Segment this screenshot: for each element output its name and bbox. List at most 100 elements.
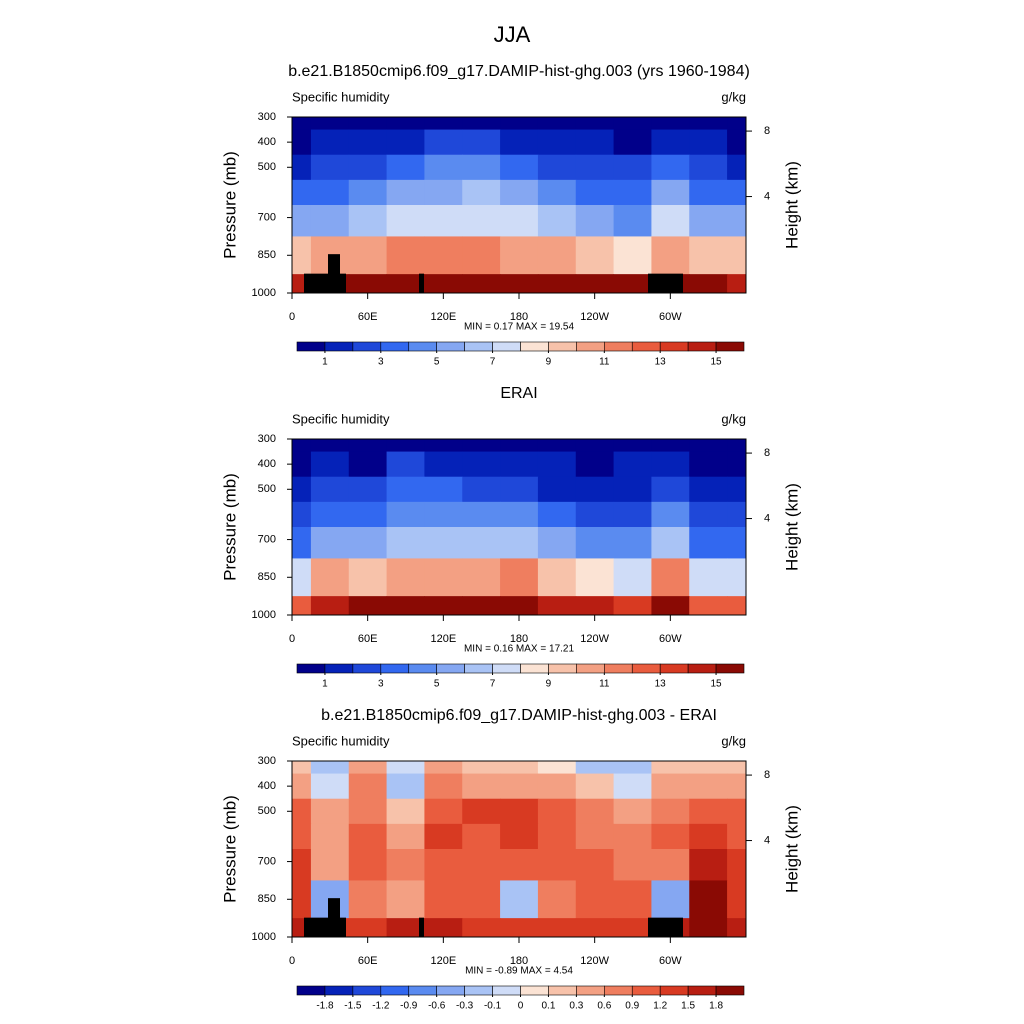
colorbar-box bbox=[659, 341, 689, 352]
field-cell bbox=[424, 773, 463, 800]
field-cell bbox=[292, 558, 312, 597]
field-cell bbox=[500, 179, 539, 206]
field-cell bbox=[348, 205, 388, 237]
field-cell bbox=[575, 880, 615, 919]
field-cell bbox=[613, 154, 652, 181]
y-tick-label: 850 bbox=[258, 893, 276, 905]
colorbar-box bbox=[687, 985, 717, 996]
colorbar-box bbox=[548, 985, 577, 996]
colorbar-box bbox=[520, 341, 549, 352]
field-cell bbox=[689, 596, 728, 615]
field-cell bbox=[689, 236, 728, 275]
field-cell bbox=[424, 823, 463, 850]
field-cell bbox=[613, 179, 652, 206]
field-cell bbox=[575, 596, 615, 615]
colorbar-box bbox=[715, 985, 745, 996]
colorbar-box bbox=[492, 341, 521, 352]
field-cell bbox=[292, 798, 312, 825]
field-cell bbox=[613, 527, 652, 559]
x-tick-label: 60W bbox=[659, 633, 682, 645]
x-tick-label: 120E bbox=[430, 311, 456, 323]
field-cell bbox=[310, 596, 350, 615]
chart-title: b.e21.B1850cmip6.f09_g17.DAMIP-hist-ghg.… bbox=[288, 63, 750, 80]
field-cell bbox=[462, 117, 501, 131]
field-cell bbox=[537, 823, 577, 850]
field-cell bbox=[500, 236, 539, 275]
colorbar-box bbox=[296, 985, 326, 996]
colorbar-label: 1.2 bbox=[653, 1001, 667, 1012]
x-tick-label: 60W bbox=[659, 955, 682, 967]
field-cell bbox=[500, 501, 539, 528]
field-cell bbox=[651, 880, 690, 919]
field-cell bbox=[537, 918, 577, 937]
plot-area: 300 400 500 700 850 1000 0 60E 120E 180 120W 60W 4 8 b… bbox=[220, 63, 801, 367]
field-cell bbox=[537, 476, 577, 503]
x-tick-label: 0 bbox=[289, 955, 295, 967]
x-tick-label: 0 bbox=[289, 311, 295, 323]
y2-tick-label: 4 bbox=[764, 190, 770, 202]
field-cell bbox=[424, 558, 463, 597]
field-cell bbox=[424, 918, 463, 937]
field-cell bbox=[537, 205, 577, 237]
colorbar-box bbox=[380, 663, 410, 674]
field-cell bbox=[689, 773, 728, 800]
topography bbox=[328, 254, 340, 293]
field-cell bbox=[462, 439, 501, 453]
colorbar-box bbox=[464, 663, 493, 674]
field-cell bbox=[613, 761, 652, 775]
field-cell bbox=[462, 501, 501, 528]
field-cell bbox=[500, 823, 539, 850]
colorbar-label: -1.5 bbox=[344, 1001, 362, 1012]
field-cell bbox=[462, 205, 501, 237]
field-cell bbox=[727, 798, 746, 825]
colorbar-label: 3 bbox=[378, 679, 384, 690]
field-cell bbox=[424, 179, 463, 206]
figure-title: JJA bbox=[494, 22, 531, 47]
field-cell bbox=[575, 274, 615, 293]
field bbox=[292, 439, 746, 615]
colorbar-box bbox=[548, 341, 577, 352]
colorbar-box bbox=[604, 341, 633, 352]
colorbar-box bbox=[659, 985, 689, 996]
y2-axis-title: Height (km) bbox=[782, 161, 801, 249]
colorbar-box bbox=[687, 341, 717, 352]
field-cell bbox=[310, 501, 350, 528]
plot-area: 300 400 500 700 850 1000 0 60E 120E 180 120W 60W 4 8 b… bbox=[220, 707, 801, 1011]
colorbar-box bbox=[576, 663, 605, 674]
field-cell bbox=[500, 129, 539, 156]
field-cell bbox=[613, 236, 652, 275]
field-cell bbox=[727, 773, 746, 800]
field-cell bbox=[424, 236, 463, 275]
field-cell bbox=[727, 129, 746, 156]
field-cell bbox=[689, 501, 728, 528]
x-tick-label: 60E bbox=[358, 955, 378, 967]
field-cell bbox=[386, 798, 425, 825]
field-cell bbox=[424, 880, 463, 919]
colorbar-label: 11 bbox=[599, 357, 610, 368]
field-cell bbox=[500, 773, 539, 800]
field-cell bbox=[575, 236, 615, 275]
field-cell bbox=[348, 880, 388, 919]
field-cell bbox=[500, 451, 539, 478]
field-cell bbox=[651, 849, 690, 881]
field-cell bbox=[310, 476, 350, 503]
y2-tick-label: 8 bbox=[764, 125, 770, 137]
field-cell bbox=[689, 558, 728, 597]
x-tick-label: 120W bbox=[580, 633, 609, 645]
field-cell bbox=[651, 451, 690, 478]
colorbar-box bbox=[324, 663, 354, 674]
field-cell bbox=[689, 880, 728, 919]
field-cell bbox=[386, 761, 425, 775]
field-cell bbox=[727, 154, 746, 181]
colorbar-box bbox=[296, 341, 326, 352]
colorbar-box bbox=[436, 341, 465, 352]
x-tick-label: 60W bbox=[659, 311, 682, 323]
field-cell bbox=[462, 274, 501, 293]
field-cell bbox=[613, 918, 652, 937]
plot-area: 300 400 500 700 850 1000 0 60E 120E 180 120W 60W 4 8 E… bbox=[220, 385, 801, 689]
field-cell bbox=[292, 761, 312, 775]
field-cell bbox=[348, 798, 388, 825]
field-cell bbox=[424, 501, 463, 528]
colorbar-box bbox=[436, 985, 465, 996]
